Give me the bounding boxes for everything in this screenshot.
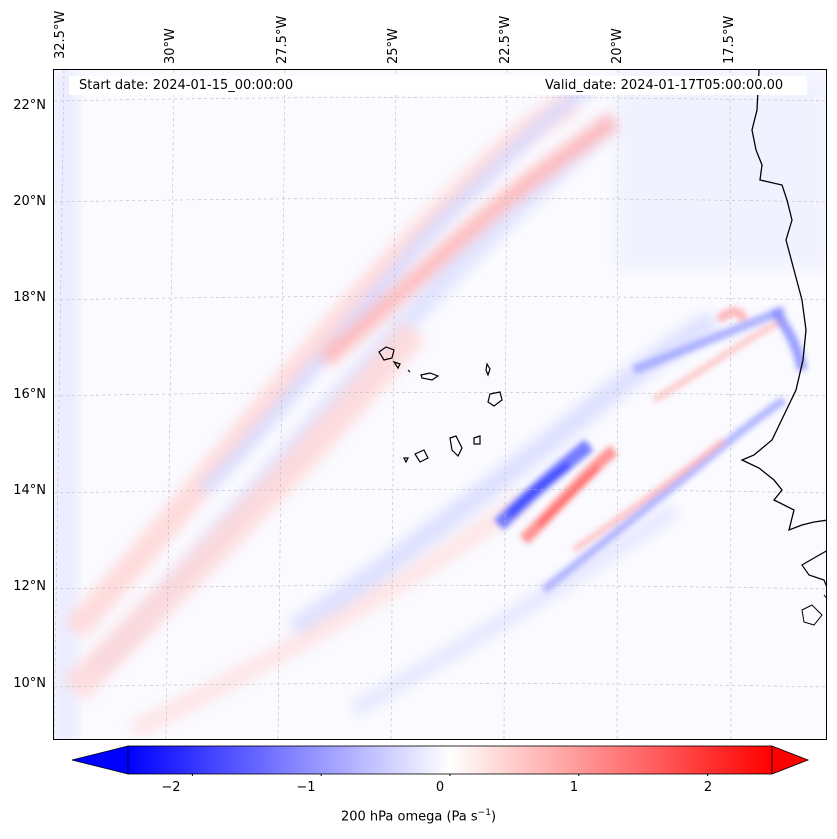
positive-band-main bbox=[318, 112, 620, 367]
negative-band-upper bbox=[199, 79, 598, 495]
colorbar-label: 200 hPa omega (Pa s−1) bbox=[0, 808, 837, 824]
colorbar-tick-label-neg2: −2 bbox=[161, 780, 181, 795]
positive-core-inner bbox=[537, 466, 601, 527]
positive-band-south bbox=[129, 492, 530, 739]
colorbar-extend-high bbox=[771, 745, 810, 775]
colorbar-label-suffix: ) bbox=[490, 809, 497, 825]
positive-band-southwest bbox=[63, 320, 426, 701]
bissagos-islands bbox=[801, 594, 826, 626]
coastline-guinea-bissau bbox=[801, 550, 826, 587]
colorbar-body bbox=[127, 745, 773, 775]
negative-streak-northeast bbox=[632, 305, 786, 375]
right-upper-tint bbox=[614, 70, 826, 270]
lat-label-14n: 14°N bbox=[13, 483, 46, 498]
positive-streak-northeast bbox=[652, 316, 786, 404]
west-africa-coastline bbox=[740, 70, 826, 532]
colorbar-tick-label-0: 0 bbox=[435, 780, 445, 795]
valid-date: Valid_date: 2024-01-17T05:00:00.00 bbox=[545, 78, 784, 93]
colorbar-label-exponent: −1 bbox=[477, 808, 491, 818]
lat-label-16n: 16°N bbox=[13, 387, 46, 402]
colorbar-ticks bbox=[191, 774, 709, 776]
colorbar-tick-label-neg1: −1 bbox=[296, 780, 316, 795]
lat-label-18n: 18°N bbox=[13, 290, 46, 305]
negative-patch-coast bbox=[769, 307, 807, 371]
colorbar-extend-low bbox=[71, 745, 129, 775]
negative-band-far-south bbox=[349, 503, 679, 717]
lon-label-17-5w: 17.5°W bbox=[722, 15, 737, 64]
lon-label-32-5w: 32.5°W bbox=[53, 10, 68, 59]
positive-streak-east bbox=[572, 437, 726, 553]
colorbar bbox=[71, 745, 810, 776]
lon-label-27-5w: 27.5°W bbox=[275, 15, 290, 64]
left-edge-band bbox=[54, 70, 78, 739]
lon-label-22-5w: 22.5°W bbox=[498, 15, 513, 64]
start-date: Start date: 2024-01-15_00:00:00 bbox=[79, 78, 294, 93]
negative-core-inner bbox=[506, 462, 571, 518]
cape-verde-islands bbox=[378, 346, 503, 464]
lat-label-22n: 22°N bbox=[13, 98, 46, 113]
omega-map[interactable] bbox=[53, 69, 827, 740]
colorbar-tick-label-2: 2 bbox=[703, 780, 713, 795]
lat-label-10n: 10°N bbox=[13, 676, 46, 691]
lat-label-12n: 12°N bbox=[13, 579, 46, 594]
lon-label-30w: 30°W bbox=[163, 28, 178, 64]
omega-field-svg bbox=[54, 70, 826, 739]
colorbar-label-prefix: 200 hPa omega (Pa s bbox=[340, 809, 478, 825]
negative-streak-east bbox=[541, 396, 787, 594]
positive-patch-coast bbox=[715, 307, 749, 324]
gridlines bbox=[54, 70, 826, 739]
lon-label-25w: 25°W bbox=[386, 28, 401, 64]
lat-label-20n: 20°N bbox=[13, 194, 46, 209]
lon-label-20w: 20°W bbox=[610, 28, 625, 64]
info-box bbox=[69, 76, 807, 95]
colorbar-tick-label-1: 1 bbox=[569, 780, 579, 795]
